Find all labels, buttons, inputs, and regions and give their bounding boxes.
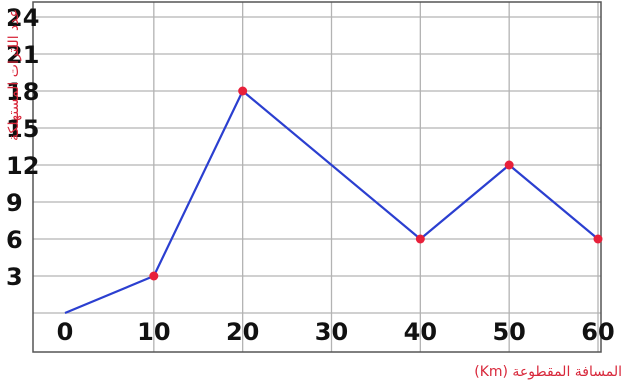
- y-tick-labels: 3 6 9 12 15 18 21 24: [6, 4, 39, 291]
- y-tick-3: 3: [6, 263, 23, 291]
- y-tick-15: 15: [6, 115, 39, 143]
- x-tick-20: 20: [226, 318, 259, 346]
- y-tick-9: 9: [6, 189, 23, 217]
- data-point-50: [504, 160, 514, 170]
- x-tick-10: 10: [137, 318, 170, 346]
- data-point-60: [593, 234, 603, 244]
- series-line: [64, 89, 599, 315]
- x-tick-60: 60: [581, 318, 614, 346]
- x-tick-40: 40: [404, 318, 437, 346]
- y-tick-21: 21: [6, 41, 39, 69]
- data-point-10: [149, 271, 159, 281]
- y-axis-label: عدد اللترات المستهلكة: [6, 9, 22, 141]
- plot-frame: [32, 1, 602, 353]
- data-point-20: [238, 86, 248, 96]
- x-tick-0: 0: [57, 318, 74, 346]
- x-axis-label: المسافة المقطوعة (Km): [474, 364, 622, 380]
- x-tick-30: 30: [315, 318, 348, 346]
- data-points: [149, 86, 603, 281]
- y-tick-18: 18: [6, 78, 39, 106]
- y-tick-12: 12: [6, 152, 39, 180]
- y-tick-24: 24: [6, 4, 39, 32]
- data-point-40: [415, 234, 425, 244]
- y-tick-6: 6: [6, 226, 23, 254]
- x-tick-labels: 0 10 20 30 40 50 60: [57, 318, 615, 346]
- grid-lines: [33, 2, 601, 352]
- x-tick-50: 50: [492, 318, 525, 346]
